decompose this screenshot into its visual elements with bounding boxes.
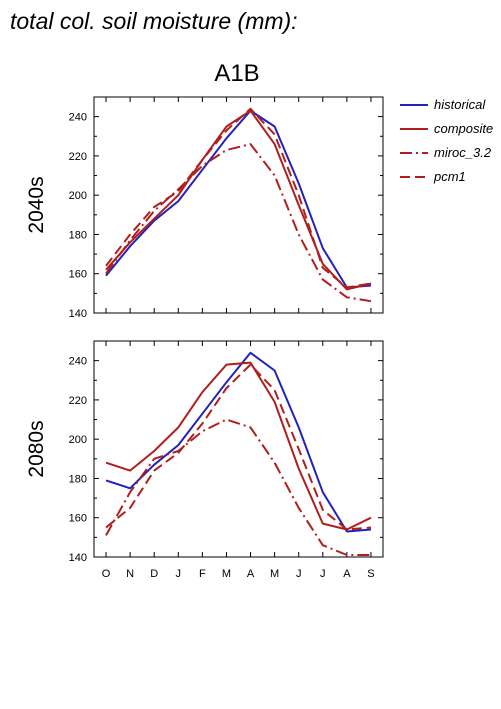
x-tick-label: J — [296, 568, 302, 580]
y-tick-label: 200 — [69, 434, 87, 446]
x-tick-label: N — [126, 568, 134, 580]
plot-frame — [93, 340, 384, 558]
legend-label: composite — [434, 121, 493, 136]
panel-period-label: 2080s — [25, 420, 48, 477]
legend-item: miroc_3.2 — [400, 145, 492, 160]
x-tick-label: A — [247, 568, 255, 580]
y-tick-label: 220 — [69, 151, 87, 163]
y-tick-label: 220 — [69, 395, 87, 407]
x-tick-label: J — [176, 568, 182, 580]
x-tick-label: A — [343, 568, 351, 580]
series-line-pcm1 — [105, 363, 372, 531]
series-line-pcm1 — [105, 107, 372, 289]
legend-label: historical — [434, 97, 486, 112]
y-tick-label: 180 — [69, 473, 87, 485]
x-tick-label: J — [320, 568, 326, 580]
series-line-historical — [105, 351, 372, 533]
y-tick-label: 160 — [69, 513, 87, 525]
panel-period-label: 2040s — [25, 176, 48, 233]
x-tick-label: F — [199, 568, 206, 580]
series-line-composite — [105, 361, 372, 531]
chart-panels: 140 160 180 200 220 240 2040s 140 160 180 200 220 24… — [25, 96, 384, 580]
chart-legend: historical composite miroc_3.2 pcm1 — [400, 97, 493, 184]
legend-label: pcm1 — [433, 169, 466, 184]
panel-2: 140 160 180 200 220 240 O N D J F M A M J J A S 2080s — [25, 340, 384, 580]
legend-item: historical — [400, 97, 486, 112]
legend-item: pcm1 — [400, 169, 466, 184]
y-tick-label: 140 — [69, 308, 87, 320]
x-tick-label: M — [222, 568, 231, 580]
series-line-historical — [105, 109, 372, 289]
y-tick-label: 180 — [69, 229, 87, 241]
page-title: total col. soil moisture (mm): — [10, 8, 298, 34]
x-tick-label: O — [102, 568, 111, 580]
scenario-title: A1B — [214, 60, 259, 87]
y-tick-label: 240 — [69, 356, 87, 368]
plot-frame — [93, 96, 384, 314]
y-tick-label: 200 — [69, 190, 87, 202]
legend-item: composite — [400, 121, 493, 136]
x-tick-label: M — [270, 568, 279, 580]
x-tick-label: S — [367, 568, 374, 580]
series-line-miroc-3-2 — [105, 143, 372, 303]
legend-label: miroc_3.2 — [434, 145, 492, 160]
series-line-miroc-3-2 — [105, 418, 371, 556]
x-tick-label: D — [150, 568, 158, 580]
y-tick-label: 160 — [69, 269, 87, 281]
panel-1: 140 160 180 200 220 240 2040s — [25, 96, 384, 320]
y-tick-label: 240 — [69, 112, 87, 124]
y-tick-label: 140 — [69, 552, 87, 564]
